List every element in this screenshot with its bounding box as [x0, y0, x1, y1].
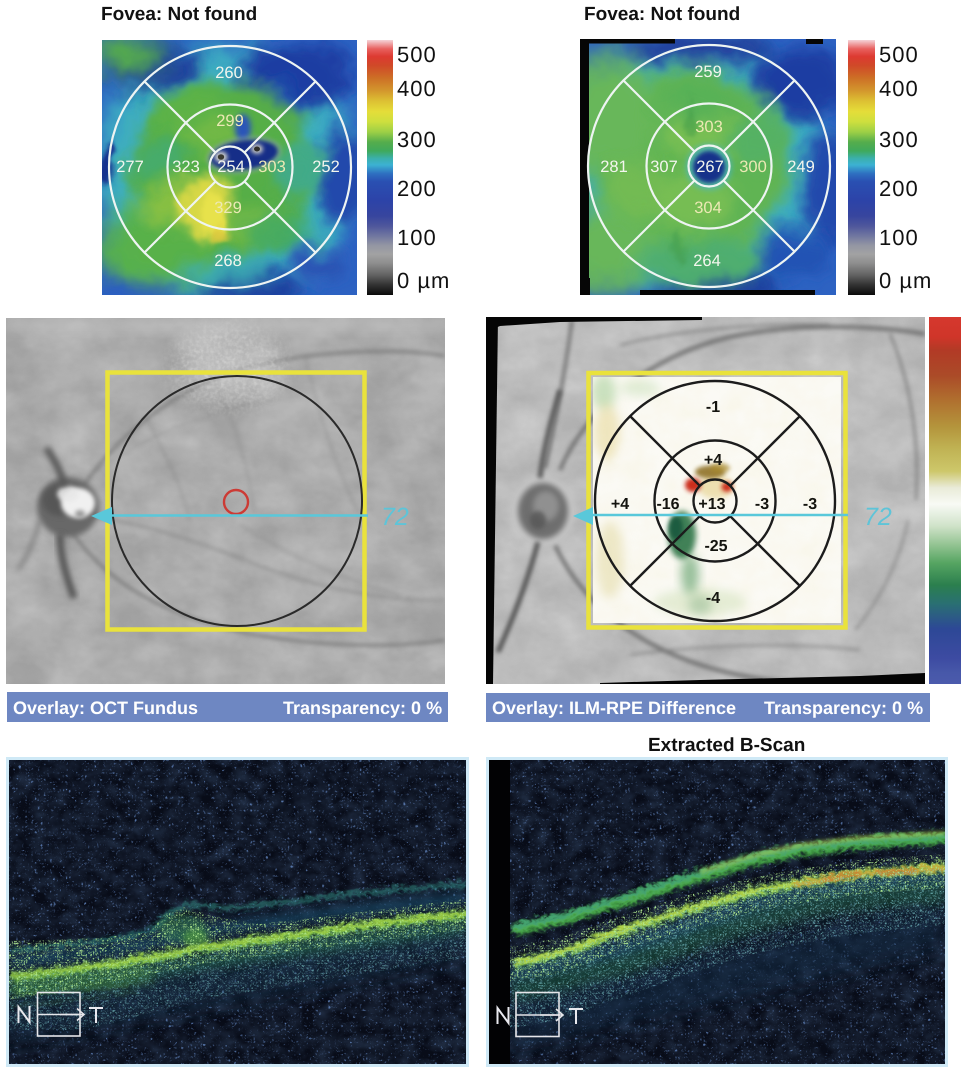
svg-text:259: 259 — [694, 63, 722, 81]
svg-text:+13: +13 — [698, 496, 725, 513]
svg-text:304: 304 — [694, 199, 722, 217]
svg-text:300: 300 — [879, 127, 919, 152]
svg-text:299: 299 — [216, 112, 244, 130]
svg-text:254: 254 — [217, 158, 245, 176]
svg-text:500: 500 — [397, 42, 437, 67]
svg-text:329: 329 — [214, 199, 242, 217]
svg-text:-3: -3 — [803, 496, 817, 513]
svg-text:400: 400 — [397, 76, 437, 101]
svg-text:-25: -25 — [704, 538, 727, 555]
svg-text:400: 400 — [879, 76, 919, 101]
svg-text:500: 500 — [879, 42, 919, 67]
svg-text:303: 303 — [695, 118, 723, 136]
svg-text:200: 200 — [879, 176, 919, 201]
svg-text:Transparency: 0 %: Transparency: 0 % — [764, 698, 923, 718]
svg-text:Fovea: Not found: Fovea: Not found — [584, 4, 740, 25]
svg-text:268: 268 — [214, 252, 242, 270]
svg-text:0 µm: 0 µm — [397, 268, 450, 293]
svg-text:200: 200 — [397, 176, 437, 201]
svg-text:249: 249 — [787, 158, 815, 176]
svg-text:Fovea: Not found: Fovea: Not found — [101, 4, 257, 25]
svg-text:281: 281 — [600, 158, 628, 176]
svg-text:Overlay: ILM-RPE Difference: Overlay: ILM-RPE Difference — [492, 698, 736, 718]
svg-text:260: 260 — [215, 64, 243, 82]
svg-text:-16: -16 — [656, 496, 679, 513]
svg-text:252: 252 — [312, 158, 340, 176]
svg-text:303: 303 — [258, 158, 286, 176]
svg-text:+4: +4 — [611, 496, 629, 513]
svg-text:277: 277 — [116, 158, 144, 176]
svg-text:300: 300 — [397, 127, 437, 152]
svg-text:100: 100 — [879, 225, 919, 250]
svg-text:0 µm: 0 µm — [879, 268, 932, 293]
svg-text:72: 72 — [381, 503, 409, 531]
svg-text:100: 100 — [397, 225, 437, 250]
svg-text:307: 307 — [650, 158, 678, 176]
svg-text:267: 267 — [696, 158, 724, 176]
svg-text:300: 300 — [739, 158, 767, 176]
svg-text:+4: +4 — [704, 452, 722, 469]
svg-text:264: 264 — [693, 252, 721, 270]
svg-text:-4: -4 — [706, 590, 720, 607]
svg-text:72: 72 — [864, 503, 892, 531]
svg-text:323: 323 — [172, 158, 200, 176]
svg-text:-1: -1 — [706, 399, 720, 416]
svg-text:-3: -3 — [755, 496, 769, 513]
svg-text:Extracted B-Scan: Extracted B-Scan — [648, 735, 805, 756]
svg-text:Transparency: 0 %: Transparency: 0 % — [283, 698, 442, 718]
svg-text:Overlay: OCT Fundus: Overlay: OCT Fundus — [13, 698, 198, 718]
